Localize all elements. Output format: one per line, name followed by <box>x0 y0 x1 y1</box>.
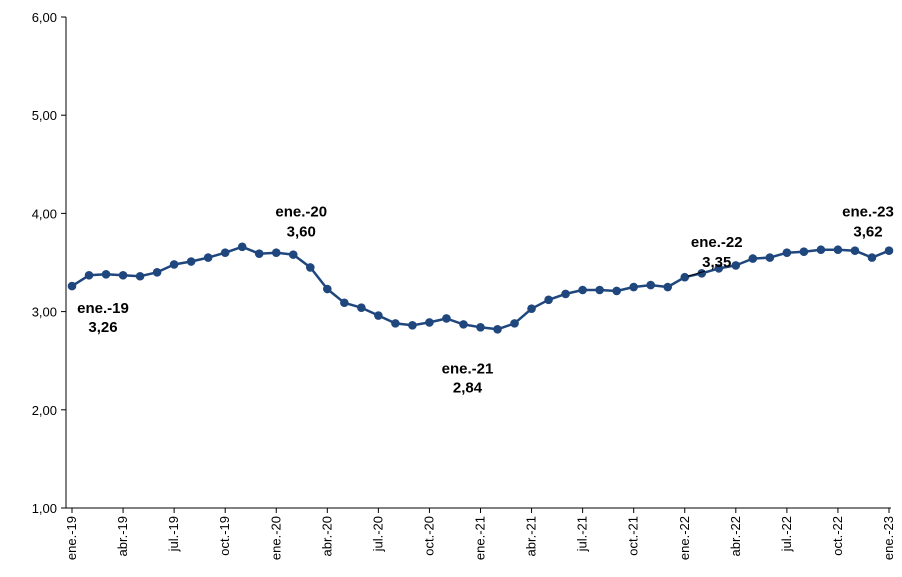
x-tick-label: oct.-19 <box>217 516 232 556</box>
data-point <box>731 261 741 270</box>
data-point <box>118 270 128 280</box>
annotation-label: ene.-22 <box>691 234 743 251</box>
data-point <box>169 260 179 269</box>
data-point <box>680 272 690 282</box>
data-point <box>237 242 247 252</box>
data-point <box>527 304 536 313</box>
data-point <box>476 323 485 332</box>
data-point <box>629 282 638 292</box>
annotation-value: 2,84 <box>453 379 483 396</box>
x-tick-label: ene.-19 <box>64 516 79 560</box>
data-point <box>884 246 894 256</box>
x-tick-label: ene.-22 <box>677 516 692 560</box>
x-tick-label: ene.-20 <box>268 516 283 560</box>
data-point <box>340 298 349 308</box>
annotation-leader <box>687 270 705 277</box>
data-point <box>748 254 758 263</box>
y-tick-label: 1,00 <box>32 501 57 516</box>
series-group <box>67 242 894 334</box>
data-point <box>544 295 553 305</box>
x-tick-label: jul.-19 <box>166 516 181 552</box>
annotations: ene.-19 3,26 ene.-20 3,60 ene.-21 2,84 ene.-22… <box>77 204 894 397</box>
annotation-label: ene.-20 <box>275 204 327 221</box>
x-tick-label: abr.-21 <box>524 516 539 556</box>
data-point <box>101 269 111 279</box>
data-point <box>578 285 587 295</box>
data-point <box>323 284 332 294</box>
annotation-label: ene.-23 <box>842 204 894 221</box>
annotation-value: 3,60 <box>287 224 316 241</box>
annotation-label: ene.-21 <box>442 360 494 377</box>
data-point <box>220 248 230 257</box>
data-point <box>67 281 77 291</box>
annotation-value: 3,26 <box>88 319 117 336</box>
x-tick-label: oct.-21 <box>626 516 641 556</box>
data-point <box>254 249 264 258</box>
data-point <box>612 286 621 296</box>
data-point <box>493 324 502 334</box>
data-point <box>152 268 162 277</box>
x-tick-label: ene.-21 <box>473 516 488 560</box>
x-tick-label: abr.-22 <box>728 516 743 556</box>
data-point <box>84 270 94 280</box>
annotation-label: ene.-19 <box>77 300 129 317</box>
data-point <box>391 319 400 328</box>
annotation-value: 3,35 <box>702 254 731 271</box>
data-point <box>867 253 877 262</box>
data-point <box>510 319 519 328</box>
data-point <box>186 257 196 266</box>
data-point <box>850 246 860 256</box>
data-point <box>663 282 673 292</box>
data-point <box>203 253 213 262</box>
x-tick-label: oct.-20 <box>421 516 436 556</box>
data-point <box>714 264 724 273</box>
x-tick-label: abr.-19 <box>115 516 130 556</box>
data-point <box>357 303 366 312</box>
annotation-value: 3,62 <box>853 224 882 241</box>
data-point <box>288 250 298 259</box>
x-tick-label: oct.-22 <box>830 516 845 556</box>
data-point <box>782 248 792 257</box>
data-point <box>374 311 383 320</box>
data-point <box>442 314 451 323</box>
x-tick-label: abr.-20 <box>319 516 334 556</box>
y-tick-label: 3,00 <box>32 305 57 320</box>
data-point <box>305 263 315 272</box>
x-tick-label: ene.-23 <box>881 516 896 560</box>
x-axis-ticks: ene.-19 abr.-19 jul.-19 oct.-19 ene.-20 abr.-… <box>64 508 896 560</box>
x-tick-label: jul.-20 <box>370 516 385 552</box>
data-point <box>459 320 468 329</box>
data-point <box>425 318 434 327</box>
data-point <box>595 285 604 295</box>
data-point <box>408 321 417 330</box>
data-point <box>765 253 775 262</box>
y-tick-label: 5,00 <box>32 108 57 123</box>
y-axis-ticks: 1,00 2,00 3,00 4,00 5,00 6,00 <box>32 10 66 516</box>
axes <box>65 17 891 509</box>
y-tick-label: 6,00 <box>32 10 57 25</box>
x-tick-label: jul.-21 <box>575 516 590 552</box>
x-tick-label: jul.-22 <box>779 516 794 552</box>
data-point <box>135 271 145 281</box>
y-tick-label: 4,00 <box>32 206 57 221</box>
data-point <box>561 289 570 299</box>
data-point <box>799 247 809 256</box>
data-point <box>816 245 826 255</box>
data-point <box>833 245 843 255</box>
y-tick-label: 2,00 <box>32 403 57 418</box>
data-point <box>271 248 281 257</box>
data-point <box>646 280 656 290</box>
